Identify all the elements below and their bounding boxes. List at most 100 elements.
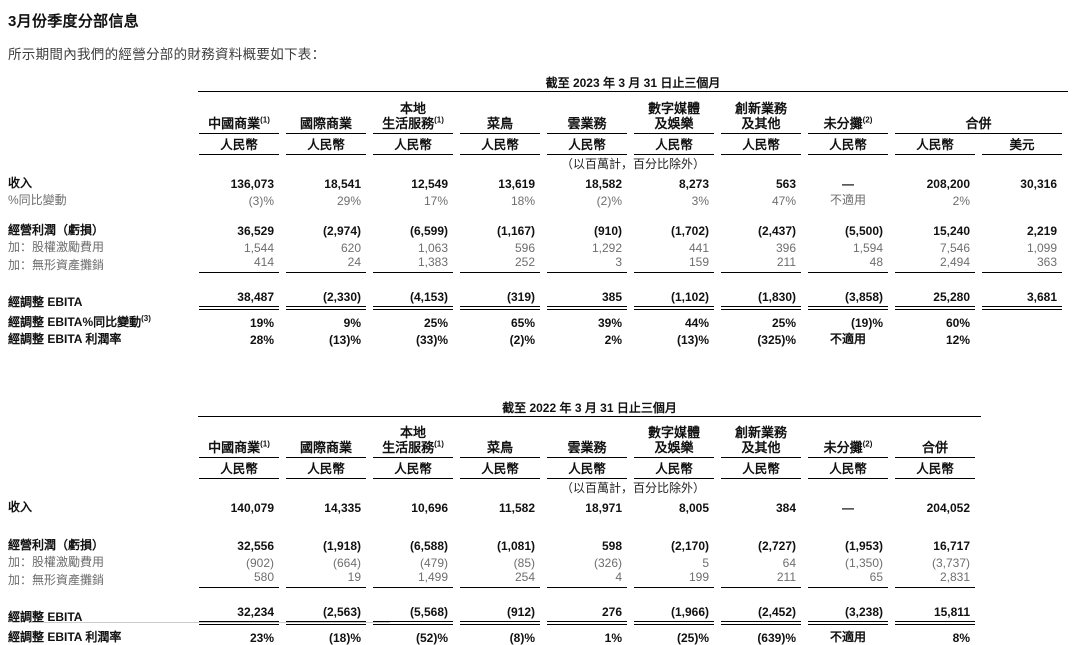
value: 140,079 xyxy=(199,501,279,515)
value-cell: 8,005 xyxy=(633,496,720,515)
value-cell: 29% xyxy=(285,191,372,208)
currency-header: 人民幣 xyxy=(285,134,372,155)
value-cell xyxy=(981,330,1068,347)
value-cell: 不適用 xyxy=(807,330,894,347)
value-cell xyxy=(981,191,1068,208)
value: (8)% xyxy=(460,631,540,645)
value-cell: 47% xyxy=(720,191,807,208)
value-cell: (1,830) xyxy=(720,290,807,310)
value-cell: (4,153) xyxy=(372,290,459,310)
value-cell: 16,717 xyxy=(894,536,981,553)
value: 1,292 xyxy=(547,241,627,255)
column-header-label: 中國商業(1) xyxy=(199,440,279,458)
value: 13,619 xyxy=(460,177,540,191)
value: (52)% xyxy=(373,631,453,645)
value: 15,811 xyxy=(895,605,975,625)
value: 25% xyxy=(721,316,801,330)
value-cell: (2,330) xyxy=(285,290,372,310)
value-cell: 1,383 xyxy=(372,255,459,273)
value-cell: 563 xyxy=(720,172,807,191)
table-row: 人民幣人民幣人民幣人民幣人民幣人民幣人民幣人民幣人民幣美元 xyxy=(8,134,1068,155)
value-cell: 13,619 xyxy=(459,172,546,191)
value: (664) xyxy=(286,556,366,570)
value-cell: (1,350) xyxy=(807,553,894,570)
value-cell: (319) xyxy=(459,290,546,310)
value: (1,350) xyxy=(808,556,888,570)
column-header-label: 合併 xyxy=(895,440,975,458)
value: 44% xyxy=(634,316,714,330)
value: 39% xyxy=(547,316,627,330)
value: 363 xyxy=(982,255,1062,273)
value: (13)% xyxy=(286,333,366,347)
currency-header-label: 人民幣 xyxy=(721,134,801,155)
column-header-label: 本地 生活服務(1) xyxy=(373,425,453,458)
value: 12,549 xyxy=(373,177,453,191)
column-header: 雲業務 xyxy=(546,416,633,458)
row-label: %同比變動 xyxy=(8,191,198,208)
value-cell: (3,737) xyxy=(894,553,981,570)
value-cell xyxy=(981,313,1068,330)
currency-header-label: 人民幣 xyxy=(547,458,627,479)
value: 11,582 xyxy=(460,501,540,515)
column-header-label: 創新業務 及其他 xyxy=(721,425,801,458)
value-cell: 596 xyxy=(459,238,546,255)
value: 18,971 xyxy=(547,501,627,515)
table-row: 人民幣人民幣人民幣人民幣人民幣人民幣人民幣人民幣人民幣 xyxy=(8,458,981,479)
currency-header: 人民幣 xyxy=(459,458,546,479)
column-header: 菜鳥 xyxy=(459,92,546,134)
value: 1,594 xyxy=(808,241,888,255)
value: 38,487 xyxy=(199,290,279,310)
value-cell: 65 xyxy=(807,570,894,588)
value-cell: 1,099 xyxy=(981,238,1068,255)
value: (325)% xyxy=(721,333,801,347)
value-cell: (19)% xyxy=(807,313,894,330)
value: 3% xyxy=(634,194,714,208)
column-header: 合併 xyxy=(894,92,1068,134)
value-cell: 30,316 xyxy=(981,172,1068,191)
column-header: 數字媒體 及娛樂 xyxy=(633,416,720,458)
row-label: 收入 xyxy=(8,496,198,515)
value: 563 xyxy=(721,177,801,191)
currency-header: 人民幣 xyxy=(372,134,459,155)
column-header-label: 國際商業 xyxy=(286,116,366,134)
segment-tables: 截至 2023 年 3 月 31 日止三個月中國商業(1)國際商業本地 生活服務… xyxy=(8,74,1072,645)
units-note: （以百萬計，百分比除外） xyxy=(546,479,720,496)
value-cell: 32,556 xyxy=(198,536,285,553)
value-cell: (13)% xyxy=(633,330,720,347)
value: 1,099 xyxy=(982,241,1062,255)
value-cell: 18,971 xyxy=(546,496,633,515)
currency-header-label: 人民幣 xyxy=(286,134,366,155)
value-cell: (479) xyxy=(372,553,459,570)
value: 385 xyxy=(547,290,627,310)
value: 23% xyxy=(199,631,279,645)
value: 65% xyxy=(460,316,540,330)
column-header: 創新業務 及其他 xyxy=(720,416,807,458)
value-cell: 18% xyxy=(459,191,546,208)
row-label: 加：無形資產攤銷 xyxy=(8,570,198,588)
value-cell: 65% xyxy=(459,313,546,330)
value: 159 xyxy=(634,255,714,273)
currency-header-label: 人民幣 xyxy=(547,134,627,155)
value-cell: (6,588) xyxy=(372,536,459,553)
value: 14,335 xyxy=(286,501,366,515)
value-cell: 8,273 xyxy=(633,172,720,191)
value: 1% xyxy=(547,631,627,645)
value-cell: 2,494 xyxy=(894,255,981,273)
value: (1,102) xyxy=(634,290,714,310)
value-cell: 15,240 xyxy=(894,221,981,238)
value-cell: 396 xyxy=(720,238,807,255)
value-cell: 1,063 xyxy=(372,238,459,255)
value-cell: 60% xyxy=(894,313,981,330)
column-header-label: 雲業務 xyxy=(547,440,627,458)
table-row: 經調整 EBITA%同比變動(3)19%9%25%65%39%44%25%(19… xyxy=(8,313,1068,330)
value-cell: 9% xyxy=(285,313,372,330)
footnote-ref: (1) xyxy=(434,440,444,449)
value-cell: (325)% xyxy=(720,330,807,347)
value-cell: 363 xyxy=(981,255,1068,273)
table-row: 截至 2022 年 3 月 31 日止三個月 xyxy=(8,399,981,417)
value: 620 xyxy=(286,241,366,255)
value-cell: (2)% xyxy=(546,191,633,208)
value: 211 xyxy=(721,255,801,273)
